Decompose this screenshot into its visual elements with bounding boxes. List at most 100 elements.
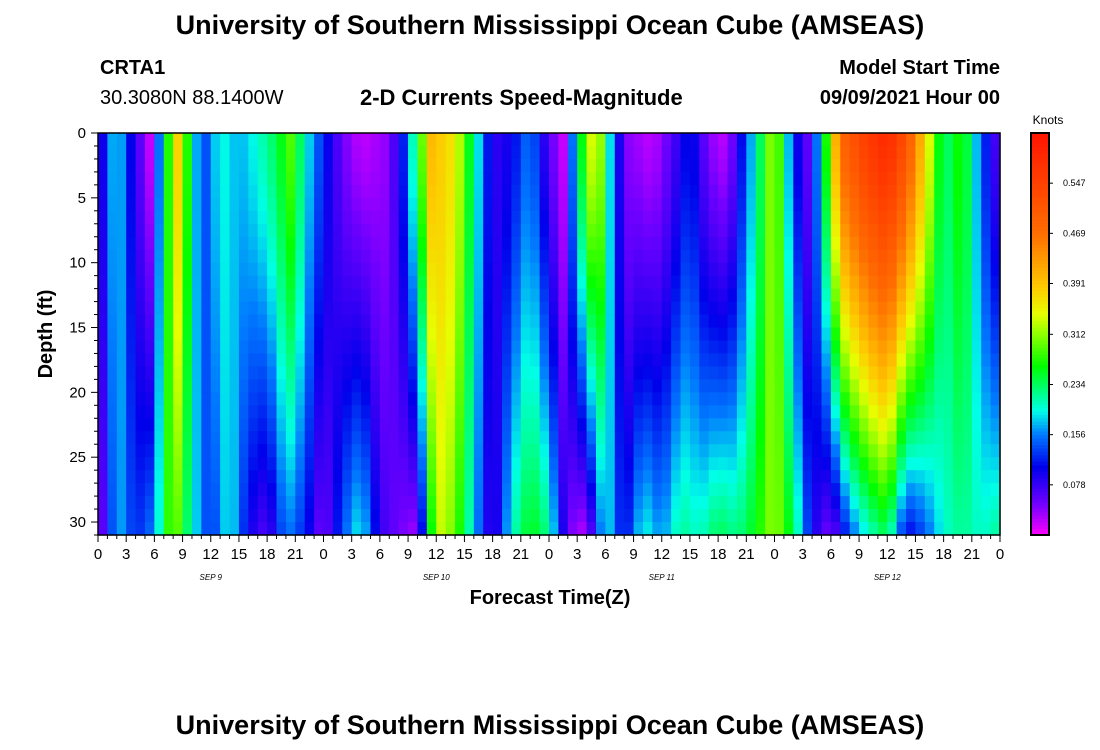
heatmap-cell <box>464 249 475 264</box>
heatmap-cell <box>633 366 644 380</box>
heatmap-cell <box>511 236 522 251</box>
heatmap-cell <box>671 392 682 406</box>
heatmap-cell <box>549 379 559 393</box>
heatmap-cell <box>812 184 823 199</box>
heatmap-cell <box>483 145 494 160</box>
heatmap-cell <box>887 457 898 471</box>
heatmap-cell <box>502 483 513 497</box>
heatmap-cell <box>849 210 860 225</box>
heatmap-cell <box>821 197 832 212</box>
heatmap-cell <box>191 262 202 277</box>
heatmap-cell <box>708 197 719 212</box>
heatmap-cell <box>840 171 851 186</box>
heatmap-cell <box>896 379 907 393</box>
heatmap-cell <box>680 145 691 160</box>
heatmap-cell <box>755 171 766 186</box>
heatmap-cell <box>520 431 531 445</box>
heatmap-cell <box>144 522 155 536</box>
heatmap-cell <box>840 249 851 264</box>
heatmap-cell <box>840 314 851 329</box>
heatmap-cell <box>464 158 475 173</box>
colorbar-band <box>1031 437 1049 442</box>
heatmap-cell <box>267 444 278 458</box>
heatmap-cell <box>511 197 522 212</box>
heatmap-cell <box>906 236 917 251</box>
heatmap-cell <box>915 314 926 329</box>
heatmap-cell <box>567 184 578 199</box>
heatmap-cell <box>502 314 513 329</box>
heatmap-cell <box>699 275 710 290</box>
heatmap-cell <box>812 392 823 406</box>
heatmap-cell <box>530 158 541 173</box>
heatmap-cell <box>135 210 146 225</box>
heatmap-cell <box>201 223 212 238</box>
colorbar-band <box>1031 297 1049 302</box>
colorbar-band <box>1031 514 1049 519</box>
heatmap-cell <box>361 249 372 264</box>
heatmap-cell <box>445 483 456 497</box>
heatmap-cell <box>689 145 700 160</box>
heatmap-cell <box>107 353 118 368</box>
heatmap-cell <box>671 522 682 536</box>
heatmap-cell <box>304 275 315 290</box>
heatmap-cell <box>370 457 381 471</box>
heatmap-cell <box>539 184 550 199</box>
heatmap-cell <box>154 496 165 510</box>
heatmap-cell <box>990 340 1001 355</box>
heatmap-cell <box>708 457 719 471</box>
heatmap-cell <box>436 405 447 419</box>
heatmap-cell <box>718 366 729 380</box>
x-tick-label: 0 <box>996 546 1004 563</box>
heatmap-cell <box>736 314 747 329</box>
heatmap-cell <box>361 210 372 225</box>
heatmap-cell <box>840 392 851 406</box>
heatmap-cell <box>633 197 644 212</box>
heatmap-cell <box>859 431 870 445</box>
heatmap-cell <box>107 379 118 393</box>
heatmap-cell <box>116 444 127 458</box>
heatmap-cell <box>859 470 870 484</box>
heatmap-cell <box>408 457 419 471</box>
heatmap-cell <box>736 275 747 290</box>
heatmap-cell <box>943 197 954 212</box>
heatmap-cell <box>793 392 804 406</box>
heatmap-cell <box>295 327 306 342</box>
heatmap-cell <box>116 392 127 406</box>
heatmap-cell <box>154 405 165 419</box>
heatmap-cell <box>605 483 616 497</box>
heatmap-cell <box>135 133 146 147</box>
heatmap-cell <box>173 379 184 393</box>
heatmap-cell <box>257 496 268 510</box>
heatmap-cell <box>896 431 907 445</box>
heatmap-cell <box>502 301 513 316</box>
heatmap-cell <box>229 340 240 355</box>
heatmap-cell <box>398 483 409 497</box>
heatmap-cell <box>539 249 550 264</box>
heatmap-cell <box>727 158 738 173</box>
heatmap-cell <box>98 301 108 316</box>
heatmap-cell <box>821 249 832 264</box>
heatmap-cell <box>746 301 757 316</box>
heatmap-cell <box>558 431 569 445</box>
heatmap-cell <box>708 470 719 484</box>
heatmap-cell <box>417 236 428 251</box>
colorbar-band <box>1031 374 1049 379</box>
heatmap-cell <box>915 171 926 186</box>
heatmap-cell <box>238 249 249 264</box>
heatmap-cell <box>267 262 278 277</box>
heatmap-cell <box>859 171 870 186</box>
heatmap-cell <box>877 249 888 264</box>
heatmap-cell <box>304 171 315 186</box>
heatmap-cell <box>304 483 315 497</box>
x-tick-label: 6 <box>376 546 384 563</box>
heatmap-cell <box>680 327 691 342</box>
heatmap-cell <box>595 197 606 212</box>
heatmap-cell <box>558 366 569 380</box>
heatmap-cell <box>577 288 588 303</box>
heatmap-cell <box>473 418 484 432</box>
heatmap-cell <box>567 353 578 368</box>
heatmap-cell <box>765 158 776 173</box>
heatmap-cell <box>962 236 973 251</box>
heatmap-cell <box>530 301 541 316</box>
heatmap-cell <box>173 301 184 316</box>
